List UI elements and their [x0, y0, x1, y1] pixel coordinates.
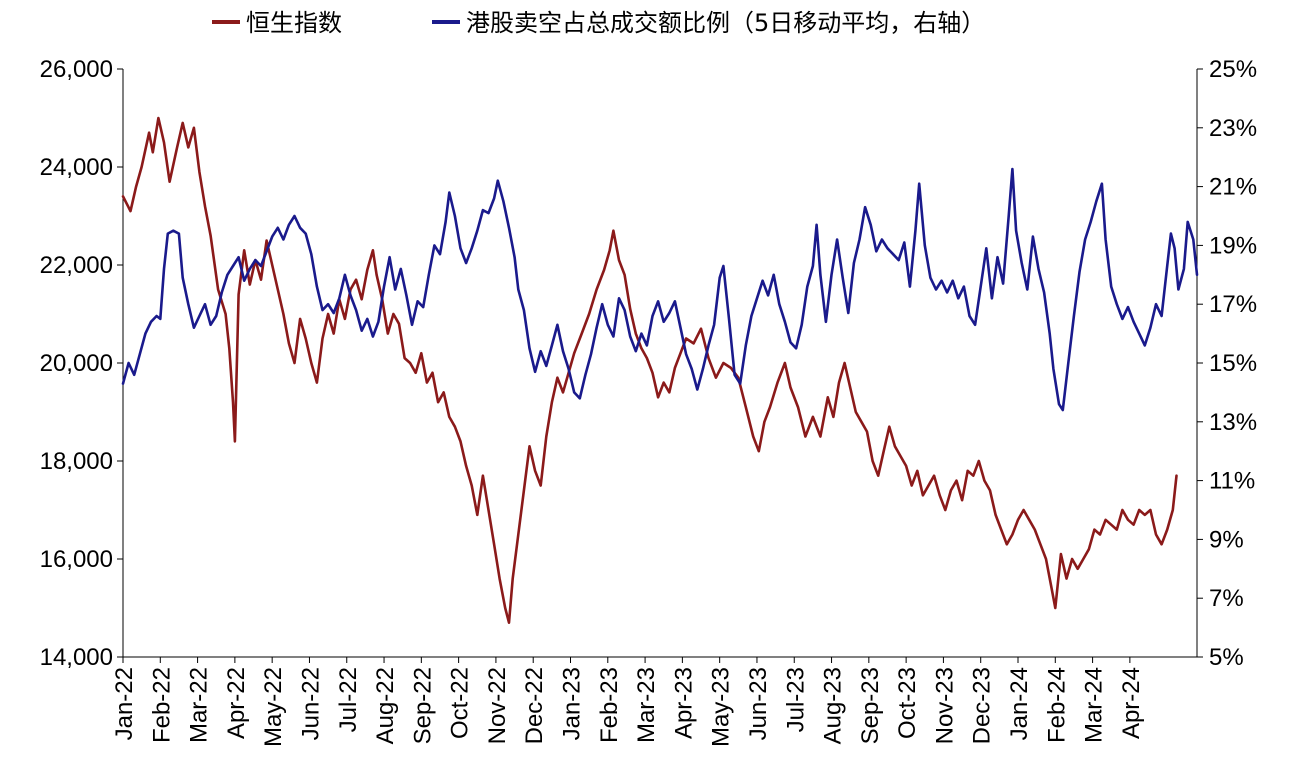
axes: 14,000 16,000 18,000 20,000 22,000 24,000 26,0… [40, 56, 1257, 747]
x-tick-label: Sep-23 [857, 667, 884, 744]
right-tick-label: 17% [1209, 291, 1257, 318]
x-tick-label: Jul-23 [782, 667, 809, 732]
series-line-short-ratio [121, 167, 1199, 412]
x-tick-label: Aug-23 [820, 667, 847, 744]
right-tick-label: 11% [1209, 468, 1255, 495]
x-tick-label: Feb-22 [148, 667, 175, 743]
right-tick-label: 19% [1209, 232, 1257, 259]
right-tick-label: 9% [1209, 526, 1244, 553]
x-tick-label: Oct-22 [447, 667, 474, 739]
x-tick-label: Mar-23 [633, 667, 660, 743]
x-tick-label: Apr-23 [670, 667, 697, 739]
right-tick-label: 5% [1209, 644, 1244, 671]
right-tick-label: 21% [1209, 174, 1257, 201]
x-tick-label: Jan-22 [111, 667, 138, 740]
x-tick-label: Feb-24 [1043, 667, 1070, 743]
left-tick-label: 18,000 [40, 448, 113, 475]
series-line-hsi [121, 116, 1178, 625]
right-tick-label: 13% [1209, 409, 1257, 436]
x-tick-label: Jun-23 [745, 667, 772, 740]
x-tick-label: Nov-22 [484, 667, 511, 744]
left-tick-label: 26,000 [40, 56, 113, 83]
right-tick-label: 23% [1209, 115, 1257, 142]
x-tick-label: Jan-24 [1006, 667, 1033, 740]
plot-area [121, 116, 1199, 625]
x-tick-label: Feb-23 [596, 667, 623, 743]
left-tick-label: 22,000 [40, 252, 113, 279]
legend-label-hsi: 恒生指数 [246, 9, 342, 37]
x-tick-label: Mar-24 [1081, 667, 1108, 743]
x-tick-label: Jul-22 [335, 667, 362, 732]
x-tick-label: May-22 [260, 667, 287, 747]
x-tick-label: Jan-23 [559, 667, 586, 740]
x-tick-label: Dec-23 [969, 667, 996, 744]
right-tick-label: 15% [1209, 350, 1257, 377]
legend: 恒生指数 港股卖空占总成交额比例（5日移动平均，右轴） [212, 9, 985, 37]
x-tick-label: Apr-22 [223, 667, 250, 739]
right-tick-label: 7% [1209, 585, 1244, 612]
right-tick-label: 25% [1209, 56, 1257, 83]
x-tick-label: Apr-24 [1118, 667, 1145, 739]
x-tick-label: May-23 [708, 667, 735, 747]
x-tick-label: Oct-23 [894, 667, 921, 739]
left-tick-label: 14,000 [40, 644, 113, 671]
legend-label-short-ratio: 港股卖空占总成交额比例（5日移动平均，右轴） [466, 9, 985, 37]
x-tick-label: Nov-23 [931, 667, 958, 744]
x-tick-label: Mar-22 [186, 667, 213, 743]
x-tick-label: Sep-22 [409, 667, 436, 744]
left-tick-label: 20,000 [40, 350, 113, 377]
x-tick-label: Jun-22 [297, 667, 324, 740]
x-tick-label: Dec-22 [521, 667, 548, 744]
x-tick-label: Aug-22 [372, 667, 399, 744]
left-tick-label: 24,000 [40, 154, 113, 181]
left-tick-label: 16,000 [40, 546, 113, 573]
